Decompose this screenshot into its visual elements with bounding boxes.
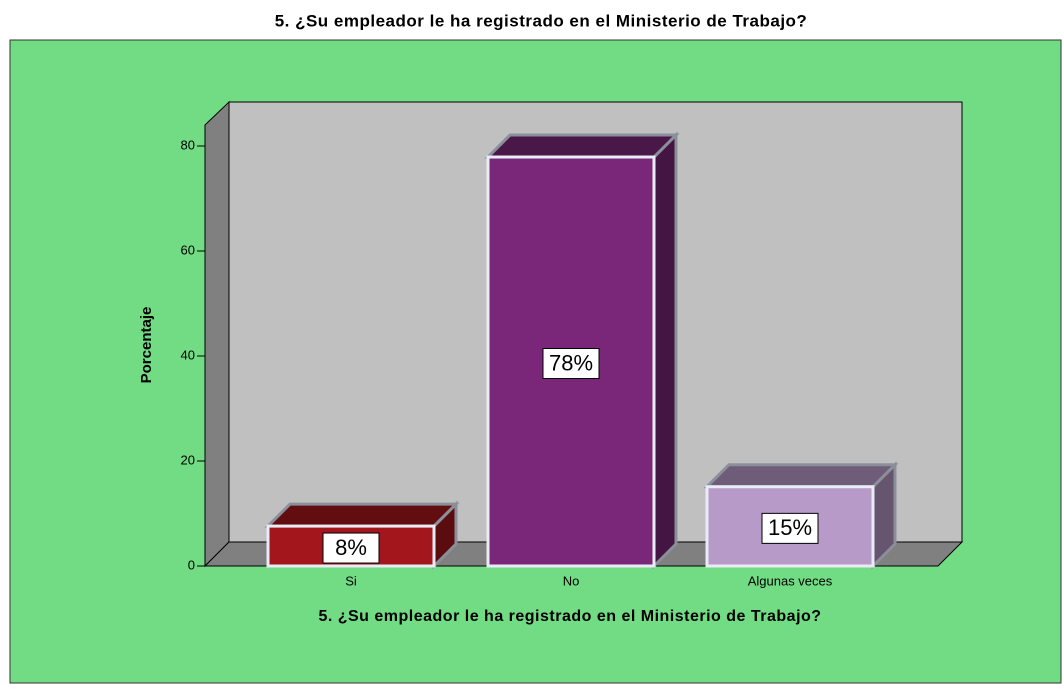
bar-side xyxy=(652,131,678,570)
value-label: 8% xyxy=(335,535,367,560)
y-tick-label: 60 xyxy=(181,242,195,257)
bar-top xyxy=(703,463,899,489)
bar xyxy=(486,155,656,568)
x-axis-label: 5. ¿Su empleador le ha registrado en el … xyxy=(318,608,822,625)
y-tick-label: 80 xyxy=(181,137,195,152)
x-tick-label: Algunas veces xyxy=(748,573,833,588)
x-tick-label: Si xyxy=(345,573,357,588)
y-axis-label: Porcentaje xyxy=(138,307,155,384)
bar-top xyxy=(484,133,680,159)
value-label: 15% xyxy=(768,515,812,540)
value-label-box xyxy=(542,348,600,380)
value-label: 78% xyxy=(549,350,593,375)
chart-title: 5. ¿Su empleador le ha registrado en el … xyxy=(275,11,808,30)
y-tick-label: 0 xyxy=(188,557,195,572)
value-label-box xyxy=(322,532,380,564)
y-tick-label: 20 xyxy=(181,452,195,467)
x-tick-label: No xyxy=(563,573,580,588)
value-label-box xyxy=(761,512,819,544)
side-wall xyxy=(204,100,230,568)
bar-top xyxy=(264,502,460,528)
y-tick-label: 40 xyxy=(181,347,195,362)
